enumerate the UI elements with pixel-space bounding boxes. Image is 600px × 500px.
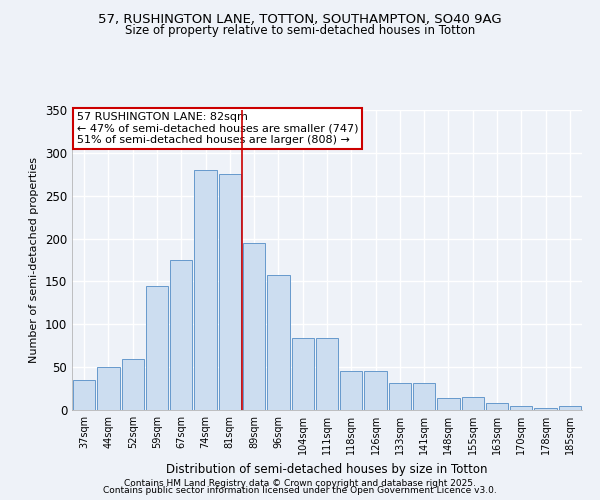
Bar: [170, 260, 193, 410]
Bar: [194, 170, 217, 410]
Text: Contains HM Land Registry data © Crown copyright and database right 2025.: Contains HM Land Registry data © Crown c…: [124, 478, 476, 488]
Text: 57, RUSHINGTON LANE, TOTTON, SOUTHAMPTON, SO40 9AG: 57, RUSHINGTON LANE, TOTTON, SOUTHAMPTON…: [98, 12, 502, 26]
Text: 57 RUSHINGTON LANE: 82sqm
← 47% of semi-detached houses are smaller (747)
51% of: 57 RUSHINGTON LANE: 82sqm ← 47% of semi-…: [77, 112, 359, 144]
Bar: [510, 406, 532, 410]
Text: Contains public sector information licensed under the Open Government Licence v3: Contains public sector information licen…: [103, 486, 497, 495]
Bar: [340, 372, 362, 410]
Bar: [97, 367, 119, 410]
Bar: [461, 397, 484, 410]
Bar: [437, 398, 460, 410]
Bar: [364, 372, 387, 410]
Bar: [535, 408, 557, 410]
Text: Size of property relative to semi-detached houses in Totton: Size of property relative to semi-detach…: [125, 24, 475, 37]
Bar: [292, 338, 314, 410]
Bar: [413, 382, 436, 410]
X-axis label: Distribution of semi-detached houses by size in Totton: Distribution of semi-detached houses by …: [166, 462, 488, 475]
Bar: [486, 403, 508, 410]
Bar: [316, 338, 338, 410]
Bar: [267, 276, 290, 410]
Bar: [73, 380, 95, 410]
Bar: [389, 382, 411, 410]
Y-axis label: Number of semi-detached properties: Number of semi-detached properties: [29, 157, 40, 363]
Bar: [218, 174, 241, 410]
Bar: [559, 406, 581, 410]
Bar: [243, 243, 265, 410]
Bar: [146, 286, 168, 410]
Bar: [122, 358, 144, 410]
